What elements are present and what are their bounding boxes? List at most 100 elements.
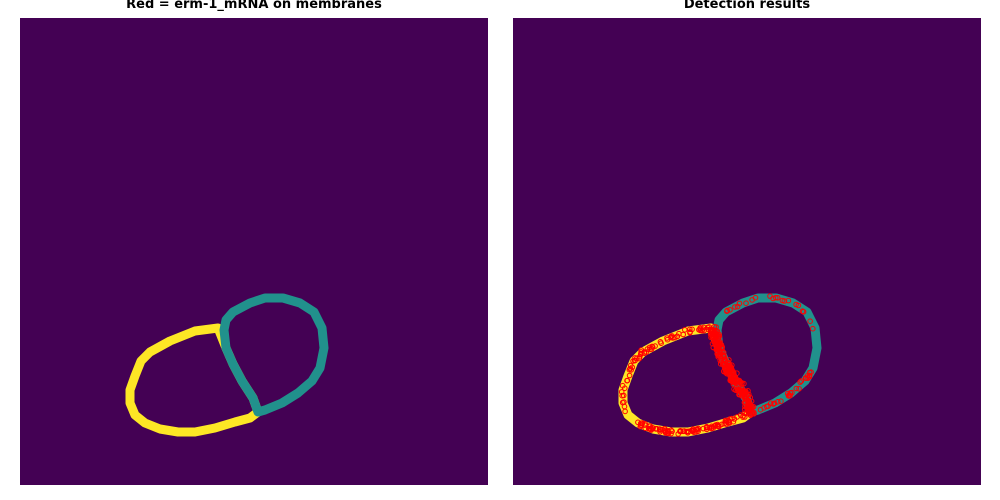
- detection-marker: [665, 429, 672, 435]
- detection-marker: [732, 304, 738, 310]
- detection-marker: [767, 400, 774, 407]
- detection-marker: [718, 355, 725, 362]
- detection-marker: [649, 343, 655, 350]
- detection-marker: [689, 326, 695, 333]
- detection-marker: [807, 318, 813, 325]
- detection-marker: [680, 428, 686, 435]
- membrane-outlines: [125, 293, 329, 437]
- left-panel-title: Red = erm-1_mRNA on membranes: [126, 0, 382, 12]
- detection-marker: [740, 414, 746, 420]
- detection-marker: [621, 403, 628, 410]
- detection-marker: [676, 330, 682, 337]
- detection-marker: [734, 378, 741, 385]
- detection-marker: [784, 390, 791, 397]
- detection-marker: [752, 294, 759, 301]
- detection-marker: [727, 307, 733, 313]
- detection-marker: [743, 300, 749, 307]
- detection-marker: [731, 374, 738, 381]
- detection-marker: [734, 303, 741, 310]
- detection-marker: [677, 428, 683, 435]
- detection-marker: [797, 379, 803, 385]
- detection-marker: [726, 357, 732, 363]
- detection-marker: [635, 419, 641, 426]
- detection-marker: [778, 398, 784, 405]
- detection-marker: [730, 418, 737, 425]
- detection-marker: [726, 360, 732, 367]
- detection-marker: [624, 377, 631, 384]
- detection-marker: [721, 361, 727, 368]
- detection-marker: [763, 403, 770, 410]
- detection-marker: [713, 324, 719, 330]
- detection-marker: [785, 297, 792, 304]
- detection-marker: [772, 294, 779, 301]
- right-panel-title: Detection results: [683, 0, 811, 12]
- detection-marker: [727, 377, 733, 384]
- detection-marker: [737, 387, 744, 393]
- detection-marker: [742, 403, 748, 410]
- detection-marker: [682, 327, 688, 333]
- detection-marker: [714, 348, 721, 355]
- detection-marker: [647, 423, 654, 429]
- detection-marker: [685, 428, 692, 435]
- detection-marker: [793, 301, 799, 308]
- detection-marker: [695, 427, 701, 433]
- detection-marker: [724, 307, 730, 314]
- detection-marker: [649, 424, 655, 431]
- detection-marker: [716, 423, 722, 430]
- detection-markers: [618, 293, 816, 437]
- detection-marker: [626, 366, 633, 373]
- detection-marker: [734, 414, 740, 420]
- detection-marker: [652, 343, 658, 349]
- detection-marker: [810, 325, 816, 332]
- detection-marker: [770, 401, 777, 407]
- detection-marker: [786, 392, 792, 398]
- detection-marker: [721, 354, 728, 361]
- right-detection-image: [513, 18, 981, 485]
- detection-marker: [668, 334, 674, 341]
- detection-marker: [808, 369, 814, 376]
- detection-marker: [799, 308, 806, 315]
- detection-marker: [710, 425, 717, 431]
- detection-marker: [724, 370, 730, 377]
- detection-marker: [739, 380, 745, 386]
- detection-marker: [757, 406, 764, 413]
- detection-marker: [722, 417, 729, 424]
- detection-marker: [804, 373, 811, 379]
- detection-marker: [806, 372, 813, 379]
- detection-marker: [770, 295, 776, 302]
- detection-marker: [622, 385, 628, 392]
- detection-marker: [798, 378, 805, 384]
- detection-marker: [626, 372, 633, 379]
- detection-marker: [707, 326, 714, 333]
- detection-marker: [688, 427, 695, 434]
- cell-b-outline: [219, 293, 329, 417]
- detection-marker: [641, 350, 648, 357]
- detection-marker: [630, 358, 636, 364]
- detection-marker: [731, 386, 737, 392]
- detection-marker: [793, 385, 800, 392]
- detection-marker: [671, 334, 678, 341]
- detection-marker: [618, 389, 625, 395]
- detection-marker: [775, 399, 781, 405]
- detection-marker: [659, 426, 666, 433]
- left-panel: Red = erm-1_mRNA on membranes: [20, 0, 488, 485]
- detection-marker: [723, 421, 730, 427]
- detection-marker: [779, 297, 786, 304]
- detection-marker: [742, 391, 748, 398]
- detection-marker: [749, 409, 755, 416]
- detection-marker: [699, 327, 705, 334]
- detection-marker: [658, 340, 664, 347]
- detection-marker: [728, 365, 734, 371]
- left-membrane-image: [20, 18, 488, 485]
- detection-marker: [746, 408, 752, 415]
- detection-marker: [648, 427, 654, 433]
- detection-marker: [719, 345, 725, 352]
- detection-marker: [712, 340, 718, 347]
- detection-marker: [724, 364, 731, 370]
- right-panel: Detection results: [513, 0, 981, 485]
- detection-marker: [796, 386, 802, 392]
- detection-marker: [638, 350, 644, 357]
- detection-marker: [716, 333, 723, 340]
- detection-marker: [642, 425, 649, 432]
- detection-marker: [703, 423, 710, 430]
